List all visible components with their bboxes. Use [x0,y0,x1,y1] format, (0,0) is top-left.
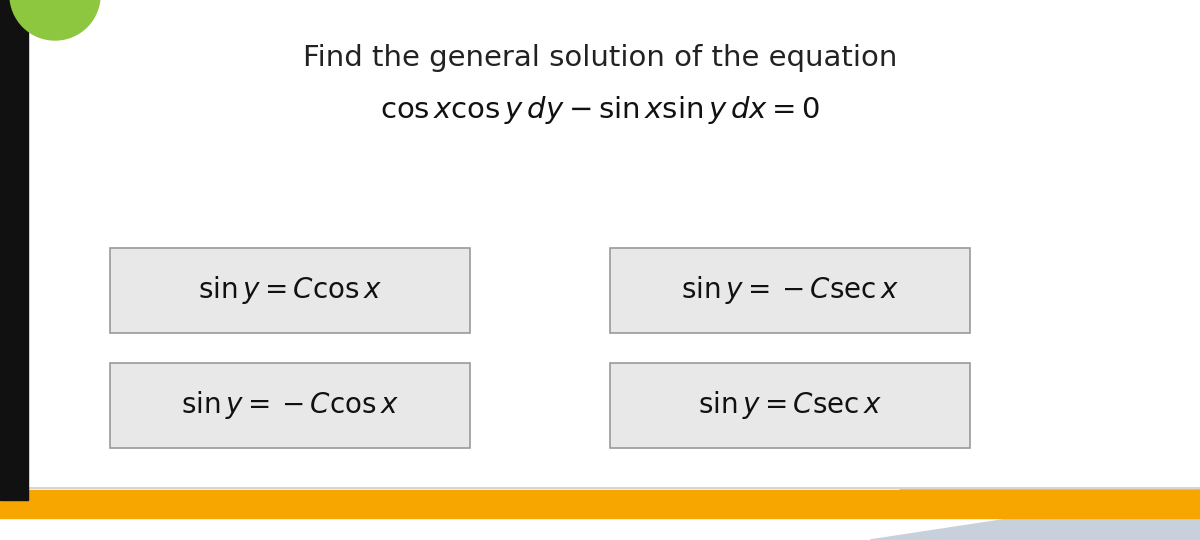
Text: Find the general solution of the equation: Find the general solution of the equatio… [302,44,898,72]
Text: $\sin y = C \cos x$: $\sin y = C \cos x$ [198,274,382,306]
Text: $\sin y = C \sec x$: $\sin y = C \sec x$ [698,389,882,421]
Circle shape [10,0,100,40]
Bar [0,490,1200,518]
FancyBboxPatch shape [610,247,970,333]
Polygon shape [870,490,1200,540]
Text: $\sin y = -C \cos x$: $\sin y = -C \cos x$ [181,389,400,421]
FancyBboxPatch shape [610,362,970,448]
Bar [0,0,28,500]
FancyBboxPatch shape [110,362,470,448]
Text: $\sin y = -C \sec x$: $\sin y = -C \sec x$ [680,274,899,306]
FancyBboxPatch shape [110,247,470,333]
Polygon shape [880,490,1200,518]
Text: $\cos x \cos y\, dy - \sin x \sin y\, dx = 0$: $\cos x \cos y\, dy - \sin x \sin y\, dx… [380,94,820,126]
